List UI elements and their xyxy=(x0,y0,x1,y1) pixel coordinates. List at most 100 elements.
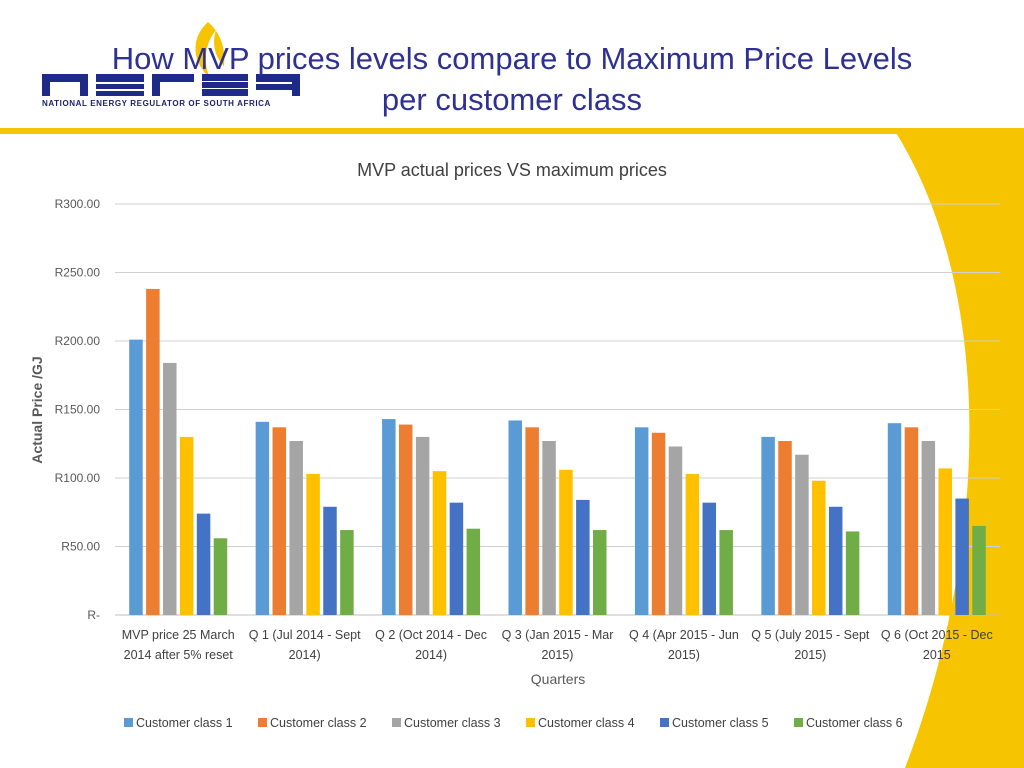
bar xyxy=(129,339,143,615)
logo-flame-icon xyxy=(195,22,225,78)
bar xyxy=(651,432,666,615)
bar xyxy=(761,436,775,615)
logo-r-top xyxy=(152,74,194,82)
bar xyxy=(466,528,481,615)
x-tick-label: 2014) xyxy=(415,648,447,662)
x-tick-label: 2015) xyxy=(542,648,574,662)
bar xyxy=(382,419,396,615)
legend-label: Customer class 6 xyxy=(806,716,903,730)
bar xyxy=(702,502,717,615)
bar xyxy=(213,538,228,615)
bar xyxy=(795,454,809,615)
y-tick-label: R100.00 xyxy=(55,471,101,485)
slide-title-line-2: per customer class xyxy=(381,82,643,117)
x-tick-label: 2015) xyxy=(794,648,826,662)
bar xyxy=(559,469,573,615)
bar xyxy=(634,427,649,615)
logo-n-top xyxy=(42,74,88,82)
legend-swatch xyxy=(794,718,803,727)
logo-s-mid xyxy=(202,82,248,88)
bar xyxy=(828,506,843,615)
bar xyxy=(432,471,447,615)
bar xyxy=(576,499,590,615)
legend-label: Customer class 5 xyxy=(672,716,769,730)
bar xyxy=(972,525,986,615)
legend-swatch xyxy=(392,718,401,727)
y-tick-label: R200.00 xyxy=(55,334,101,348)
bar xyxy=(685,473,700,615)
logo-n-right xyxy=(80,74,88,96)
x-tick-label: 2014) xyxy=(289,648,321,662)
bar xyxy=(146,288,160,615)
bar xyxy=(289,441,303,615)
legend-swatch xyxy=(660,718,669,727)
x-tick-label: MVP price 25 March xyxy=(122,628,235,642)
bar xyxy=(955,498,969,615)
nersa-logo: NATIONAL ENERGY REGULATOR OF SOUTH AFRIC… xyxy=(40,20,310,110)
bar xyxy=(845,531,860,615)
legend-label: Customer class 3 xyxy=(404,716,501,730)
x-tick-label: Q 5 (July 2015 - Sept xyxy=(751,628,870,642)
y-axis-label: Actual Price /GJ xyxy=(29,356,45,463)
logo-a-top xyxy=(256,74,300,82)
x-axis-label: Quarters xyxy=(531,671,585,687)
y-tick-label: R150.00 xyxy=(55,403,101,417)
bar xyxy=(525,427,539,615)
logo-r-left xyxy=(152,74,160,96)
x-tick-label: Q 3 (Jan 2015 - Mar xyxy=(502,628,614,642)
logo-s-bot xyxy=(202,89,248,96)
logo-s-top xyxy=(202,74,248,81)
header-band xyxy=(0,128,1024,134)
bar xyxy=(179,436,194,615)
bar xyxy=(163,362,177,615)
y-tick-label: R300.00 xyxy=(55,197,101,211)
bar xyxy=(719,530,733,615)
logo-tagline: NATIONAL ENERGY REGULATOR OF SOUTH AFRIC… xyxy=(42,99,271,108)
legend-label: Customer class 1 xyxy=(136,716,233,730)
bar xyxy=(255,421,270,615)
bar xyxy=(323,506,337,615)
bar xyxy=(668,446,683,615)
bar xyxy=(196,513,211,615)
bar xyxy=(887,423,902,615)
bar xyxy=(938,468,952,615)
nersa-logo-mark xyxy=(42,22,300,96)
chart-title: MVP actual prices VS maximum prices xyxy=(357,160,667,180)
x-tick-label: Q 2 (Oct 2014 - Dec xyxy=(375,628,487,642)
logo-a-right xyxy=(292,74,300,96)
x-tick-label: Q 6 (Oct 2015 - Dec xyxy=(881,628,993,642)
bar xyxy=(449,502,464,615)
legend-label: Customer class 4 xyxy=(538,716,635,730)
y-tick-label: R250.00 xyxy=(55,266,101,280)
bar xyxy=(593,530,607,615)
bar xyxy=(340,530,354,615)
bar xyxy=(812,480,826,615)
legend-label: Customer class 2 xyxy=(270,716,367,730)
bar xyxy=(542,441,556,615)
x-tick-label: 2014 after 5% reset xyxy=(124,648,234,662)
x-tick-label: 2015) xyxy=(668,648,700,662)
y-tick-label: R- xyxy=(87,608,100,622)
bar xyxy=(415,436,430,615)
legend-swatch xyxy=(526,718,535,727)
legend-swatch xyxy=(124,718,133,727)
bar xyxy=(272,427,287,615)
bar xyxy=(306,473,320,615)
x-tick-label: Q 1 (Jul 2014 - Sept xyxy=(249,628,361,642)
bar xyxy=(904,427,919,615)
logo-e-top xyxy=(96,74,144,82)
bar xyxy=(778,441,792,615)
slide-title: How MVP prices levels compare to Maximum… xyxy=(40,38,984,120)
logo-a-mid xyxy=(256,84,300,90)
yellow-swoosh-shape xyxy=(895,131,1024,768)
x-tick-label: Q 4 (Apr 2015 - Jun xyxy=(629,628,739,642)
bar xyxy=(398,424,413,615)
slide-title-line-1: How MVP prices levels compare to Maximum… xyxy=(111,41,913,76)
logo-e-mid xyxy=(96,84,144,89)
bar xyxy=(508,420,522,615)
logo-e-bot xyxy=(96,91,144,96)
x-tick-label: 2015 xyxy=(923,648,951,662)
bar xyxy=(921,441,936,615)
